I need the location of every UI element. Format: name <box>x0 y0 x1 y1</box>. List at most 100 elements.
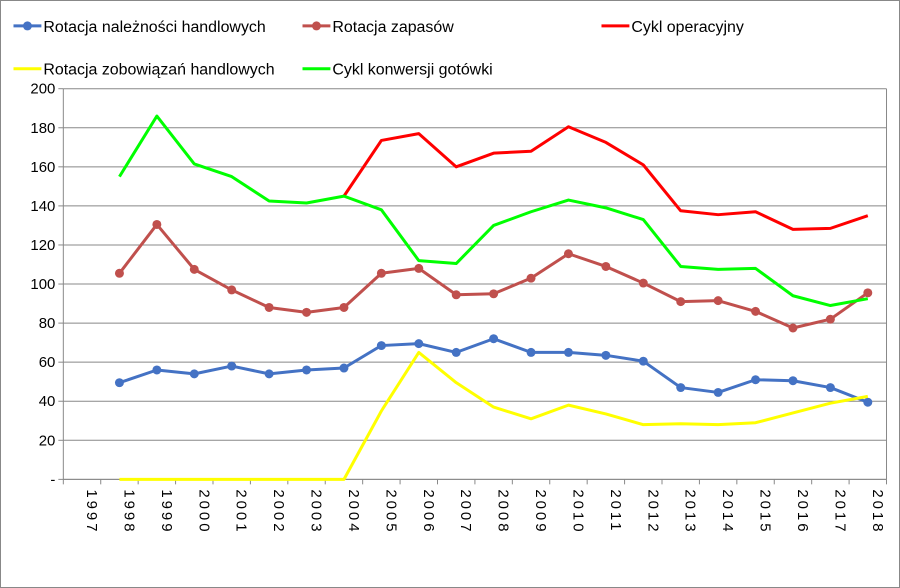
data-point <box>825 314 835 324</box>
y-tick-label: - <box>50 471 55 488</box>
data-point <box>152 219 162 229</box>
data-point <box>302 307 312 317</box>
data-point <box>638 356 648 366</box>
x-tick-labels: 1997 1998 1999 2000 2001 2002 2003 2004 2005 2006… <box>83 489 886 534</box>
data-point <box>339 302 349 312</box>
legend-label: Rotacja należności handlowych <box>43 19 265 36</box>
data-point <box>376 341 386 351</box>
series-1 <box>114 219 873 333</box>
x-tick-label: 2006 <box>420 489 437 534</box>
data-point <box>339 363 349 373</box>
data-point <box>601 261 611 271</box>
y-tick-label: 180 <box>30 120 55 137</box>
data-point <box>788 323 798 333</box>
legend-marker <box>22 21 32 31</box>
series-2 <box>342 125 869 231</box>
legend: Rotacja należności handlowych Rotacja zap… <box>13 19 744 79</box>
series-3 <box>119 350 869 481</box>
series-line <box>119 350 869 481</box>
x-tick-label: 1998 <box>120 489 137 534</box>
y-tick-label: 40 <box>39 393 56 410</box>
data-point <box>676 383 686 393</box>
series <box>114 114 873 481</box>
legend-label: Cykl operacyjny <box>631 19 744 36</box>
x-tick-label: 2009 <box>532 489 549 534</box>
legend-label: Rotacja zapasów <box>332 19 454 36</box>
x-tick-label: 2013 <box>682 489 699 534</box>
legend-label: Rotacja zobowiązań handlowych <box>43 62 274 79</box>
x-tick-label: 2005 <box>382 489 399 534</box>
series-line <box>118 114 869 308</box>
x-tick-label: 2010 <box>569 489 586 534</box>
data-point <box>227 361 237 371</box>
series-4 <box>118 114 869 308</box>
data-point <box>264 369 274 379</box>
y-tick-label: 140 <box>30 198 55 215</box>
legend-item: Rotacja zobowiązań handlowych <box>13 62 275 79</box>
data-point <box>751 375 761 385</box>
data-point <box>264 302 274 312</box>
data-point <box>227 285 237 295</box>
series-0 <box>114 334 873 407</box>
x-tick-label: 2007 <box>457 489 474 534</box>
data-point <box>152 365 162 375</box>
data-point <box>414 339 424 349</box>
legend-item: Cykl operacyjny <box>601 19 744 36</box>
data-point <box>563 249 573 259</box>
legend-item: Rotacja zapasów <box>302 19 454 36</box>
data-point <box>713 296 723 306</box>
data-point <box>526 347 536 357</box>
data-point <box>114 268 124 278</box>
y-tick-label: 100 <box>30 276 55 293</box>
axes <box>62 88 888 485</box>
legend-marker <box>311 21 321 31</box>
data-point <box>788 376 798 386</box>
data-point <box>638 278 648 288</box>
x-tick-label: 2002 <box>270 489 287 534</box>
x-tick-label: 1997 <box>83 489 100 534</box>
x-tick-label: 2017 <box>831 489 848 534</box>
x-tick-label: 1999 <box>158 489 175 534</box>
y-tick-label: 60 <box>39 354 56 371</box>
data-point <box>189 264 199 274</box>
data-point <box>114 378 124 388</box>
data-point <box>825 383 835 393</box>
x-tick-label: 2003 <box>308 489 325 534</box>
y-tick-label: 20 <box>39 432 56 449</box>
x-tick-label: 2016 <box>794 489 811 534</box>
legend-label: Cykl konwersji gotówki <box>332 62 492 79</box>
legend-item: Rotacja należności handlowych <box>13 19 266 36</box>
x-tick-label: 2004 <box>345 489 362 534</box>
data-point <box>189 369 199 379</box>
series-line <box>342 125 869 231</box>
data-point <box>713 387 723 397</box>
data-point <box>751 306 761 316</box>
data-point <box>302 365 312 375</box>
data-point <box>526 273 536 283</box>
x-tick-label: 2001 <box>233 489 250 534</box>
x-tick-label: 2012 <box>644 489 661 534</box>
data-point <box>676 297 686 307</box>
y-tick-label: 80 <box>39 315 56 332</box>
x-tick-label: 2011 <box>607 489 624 533</box>
legend-item: Cykl konwersji gotówki <box>302 62 493 79</box>
data-point <box>489 289 499 299</box>
data-point <box>489 334 499 344</box>
data-point <box>601 350 611 360</box>
x-tick-label: 2008 <box>495 489 512 534</box>
data-point <box>863 288 873 298</box>
data-point <box>414 263 424 273</box>
x-tick-label: 2014 <box>719 489 736 534</box>
data-point <box>863 397 873 407</box>
y-tick-label: 200 <box>30 81 55 98</box>
x-tick-label: 2015 <box>757 489 774 534</box>
y-tick-label: 160 <box>30 159 55 176</box>
data-point <box>451 290 461 300</box>
data-point <box>563 347 573 357</box>
y-tick-label: 120 <box>30 237 55 254</box>
data-point <box>376 268 386 278</box>
x-tick-label: 2000 <box>195 489 212 534</box>
data-point <box>451 347 461 357</box>
y-tick-labels: - 20 40 60 80 100 120 140 160 180 200 <box>30 81 55 489</box>
